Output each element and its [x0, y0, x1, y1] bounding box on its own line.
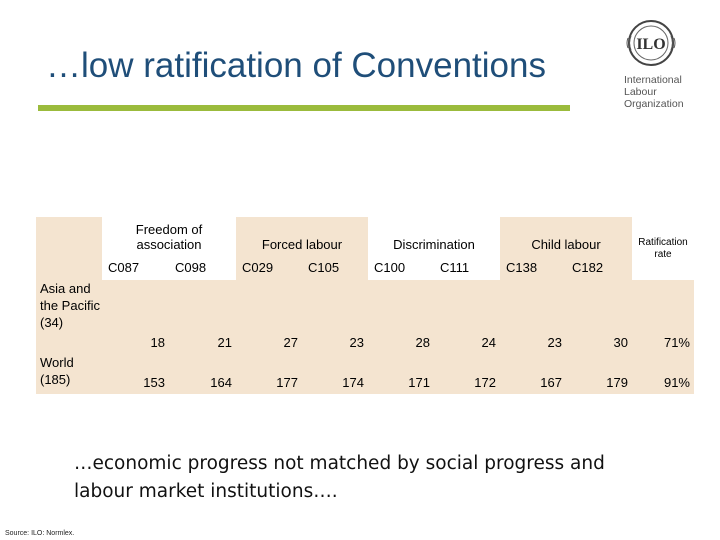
- source-note: Source: ILO: Normlex.: [5, 530, 75, 537]
- table-cell: 174: [302, 354, 368, 394]
- logo-line: Organization: [624, 98, 684, 110]
- rate-cell: 91%: [632, 354, 694, 394]
- rate-header: Ratification rate: [632, 217, 694, 280]
- convention-header: C098: [169, 255, 236, 280]
- table-cell: 23: [302, 280, 368, 354]
- slide-title: …low ratification of Conventions: [46, 46, 546, 85]
- table-cell: 28: [368, 280, 434, 354]
- rate-cell: 71%: [632, 280, 694, 354]
- logo-line: International: [624, 74, 682, 86]
- table-cell: 18: [102, 280, 169, 354]
- row-label: World (185): [36, 354, 102, 394]
- row-label: Asia and the Pacific (34): [36, 280, 102, 354]
- table-cell: 172: [434, 354, 500, 394]
- convention-header: C111: [434, 255, 500, 280]
- logo-line: Labour: [624, 86, 657, 98]
- header-blank: [36, 217, 102, 255]
- table-cell: 153: [102, 354, 169, 394]
- header-blank: [36, 255, 102, 280]
- convention-header: C105: [302, 255, 368, 280]
- table-cell: 164: [169, 354, 236, 394]
- convention-header: C138: [500, 255, 566, 280]
- table-cell: 171: [368, 354, 434, 394]
- table-cell: 167: [500, 354, 566, 394]
- convention-header: C100: [368, 255, 434, 280]
- category-child-labour: Child labour: [500, 217, 632, 255]
- table-cell: 21: [169, 280, 236, 354]
- title-underline: [38, 105, 570, 111]
- category-forced-labour: Forced labour: [236, 217, 368, 255]
- table-cell: 179: [566, 354, 632, 394]
- convention-header: C029: [236, 255, 302, 280]
- table-row: Asia and the Pacific (34) 18 21 27 23 28…: [36, 280, 694, 354]
- ratification-table: Freedom of association Forced labour Dis…: [36, 217, 694, 394]
- table-cell: 177: [236, 354, 302, 394]
- caption-text: …economic progress not matched by social…: [74, 453, 605, 502]
- convention-header: C182: [566, 255, 632, 280]
- table-cell: 24: [434, 280, 500, 354]
- ilo-logo-icon: ILO: [626, 20, 676, 66]
- table-cell: 30: [566, 280, 632, 354]
- table-cell: 23: [500, 280, 566, 354]
- logo-text: International Labour Organization: [624, 74, 684, 110]
- category-freedom-of-association: Freedom of association: [102, 217, 236, 255]
- convention-header: C087: [102, 255, 169, 280]
- table-row: World (185) 153 164 177 174 171 172 167 …: [36, 354, 694, 394]
- category-discrimination: Discrimination: [368, 217, 500, 255]
- table-cell: 27: [236, 280, 302, 354]
- logo-abbrev: ILO: [636, 36, 665, 53]
